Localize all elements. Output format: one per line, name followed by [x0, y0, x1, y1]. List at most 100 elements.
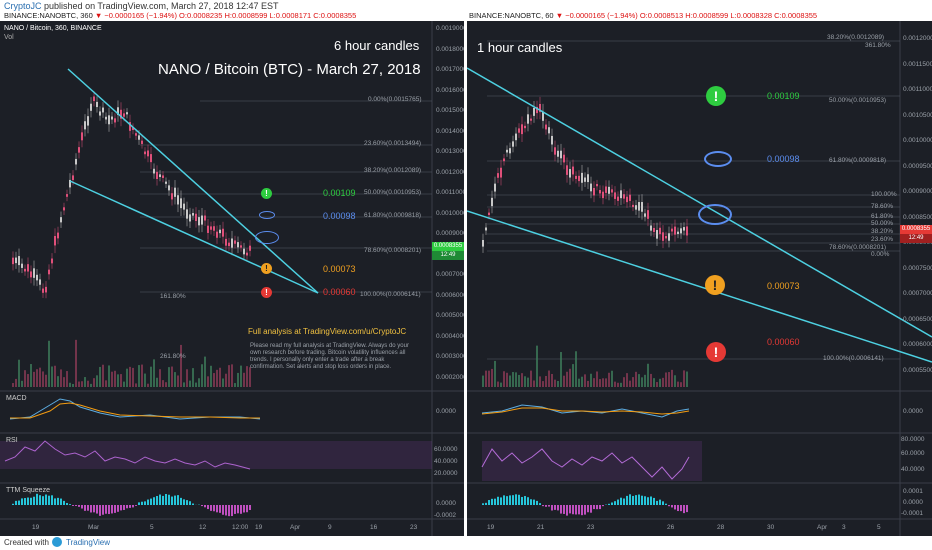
candle-body — [180, 198, 182, 209]
left-fib-382: 38.20%(0.0012089) — [364, 167, 422, 174]
volume-bar — [596, 371, 598, 387]
ttm-bar — [171, 496, 173, 505]
candle-body — [219, 229, 221, 234]
disclaimer-line-3: trends. I personally only enter a trade … — [250, 357, 385, 363]
volume-bar — [680, 382, 682, 387]
volume-bar — [512, 372, 514, 387]
candle-body — [605, 186, 607, 193]
ttm-bar — [21, 498, 23, 505]
ttm-bar — [150, 498, 152, 505]
candle-body — [497, 173, 499, 178]
candle-body — [141, 140, 143, 144]
ttm-bar — [207, 505, 209, 510]
candle-body — [551, 135, 553, 145]
ttm-bar — [63, 500, 65, 505]
right-price-tick: 0.0012000 — [903, 35, 932, 42]
time-tick: 16 — [370, 524, 378, 531]
right-price-tick: 0.0009500 — [903, 162, 932, 170]
right-chart-panel[interactable]: 0.0012000 0.0011500 0.0011000 0.0010500 0.00… — [467, 21, 932, 536]
candle-body — [60, 217, 62, 223]
ttm-bar — [512, 495, 514, 505]
right-chart-canvas[interactable] — [467, 21, 932, 536]
ttm-bar — [572, 505, 574, 515]
ttm-bar — [102, 505, 104, 515]
volume-bar — [21, 380, 23, 387]
left-chart-title: NANO / Bitcoin, 360, BINANCE — [4, 25, 102, 32]
left-macd-signal — [10, 402, 260, 419]
ttm-bar — [189, 501, 191, 505]
ttm-bar — [147, 499, 149, 505]
left-chart-panel[interactable]: 0.0019000 0.0018000 0.0017000 0.0016000 0.00… — [0, 21, 464, 536]
ttm-bar — [48, 495, 50, 505]
candle-body — [581, 172, 583, 183]
left-fib-2618: 261.80% — [160, 353, 186, 360]
candle-body — [482, 239, 484, 247]
left-target-orange: 0.00073 — [323, 264, 356, 274]
left-price-tick: 0.0007000 — [436, 271, 464, 278]
candle-body — [207, 225, 209, 233]
candle-body — [662, 232, 664, 241]
ttm-bar — [488, 500, 490, 505]
right-macd-signal — [481, 407, 690, 415]
left-price-tick: 0.0019000 — [436, 25, 464, 32]
ttm-bar — [216, 505, 218, 513]
analysis-link[interactable]: Full analysis at TradingView.com/u/Crypt… — [248, 327, 407, 336]
candle-body — [575, 175, 577, 179]
ttm-bar — [533, 499, 535, 505]
right-rsi-axis-60: 60.0000 — [901, 450, 925, 457]
ttm-bar — [213, 505, 215, 512]
ttm-bar — [186, 500, 188, 505]
volume-bar — [42, 371, 44, 387]
ttm-bar — [608, 503, 610, 505]
ttm-bar — [527, 497, 529, 505]
time-tick: Mar — [88, 524, 100, 531]
candle-body — [93, 96, 95, 102]
candle-body — [168, 185, 170, 191]
author-link[interactable]: CryptoJC — [4, 1, 42, 11]
candle-body — [162, 175, 164, 178]
volume-bar — [617, 382, 619, 387]
ttm-bar — [36, 493, 38, 505]
ttm-bar — [509, 495, 511, 505]
ttm-bar — [24, 498, 26, 505]
candle-body — [602, 191, 604, 199]
ttm-bar — [626, 495, 628, 505]
candle-body — [611, 189, 613, 193]
volume-bar — [198, 378, 200, 387]
candle-body — [599, 189, 601, 194]
right-fib-0: 0.00% — [871, 251, 890, 258]
volume-bar — [578, 378, 580, 387]
volume-bar — [497, 381, 499, 387]
ttm-bar — [659, 499, 661, 505]
right-target-red-icon: ! — [706, 342, 726, 362]
volume-bar — [644, 374, 646, 387]
volume-bar — [132, 367, 134, 387]
candle-body — [150, 154, 152, 163]
volume-bar — [105, 380, 107, 387]
volume-bar — [488, 370, 490, 387]
ttm-bar — [500, 497, 502, 505]
candle-body — [557, 150, 559, 157]
ttm-bar — [78, 505, 80, 507]
right-volume-bars — [482, 345, 688, 387]
left-chart-canvas[interactable] — [0, 21, 464, 536]
volume-bar — [45, 374, 47, 387]
left-eye-large-icon — [255, 231, 279, 244]
volume-bar — [153, 359, 155, 387]
time-tick: 12:00 — [232, 524, 249, 531]
ttm-bar — [644, 496, 646, 505]
ttm-bar — [42, 496, 44, 505]
ttm-bar — [27, 497, 29, 505]
ttm-bar — [563, 505, 565, 514]
candle-body — [554, 147, 556, 155]
ttm-bar — [111, 505, 113, 514]
candle-body — [539, 103, 541, 113]
volume-bar — [249, 367, 251, 387]
right-fib-618b: 61.80% — [871, 213, 894, 220]
footer-brand[interactable]: TradingView — [66, 538, 111, 547]
ttm-bar — [491, 498, 493, 505]
right-target-blue: 0.00098 — [767, 154, 800, 164]
candle-body — [650, 225, 652, 231]
right-rsi-line — [481, 448, 690, 480]
ttm-bar — [686, 505, 688, 513]
